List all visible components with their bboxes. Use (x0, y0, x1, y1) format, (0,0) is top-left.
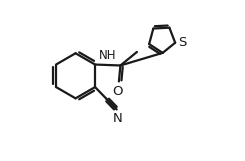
Text: S: S (178, 36, 186, 49)
Text: NH: NH (99, 49, 116, 62)
Text: N: N (113, 112, 122, 125)
Text: O: O (113, 85, 123, 98)
